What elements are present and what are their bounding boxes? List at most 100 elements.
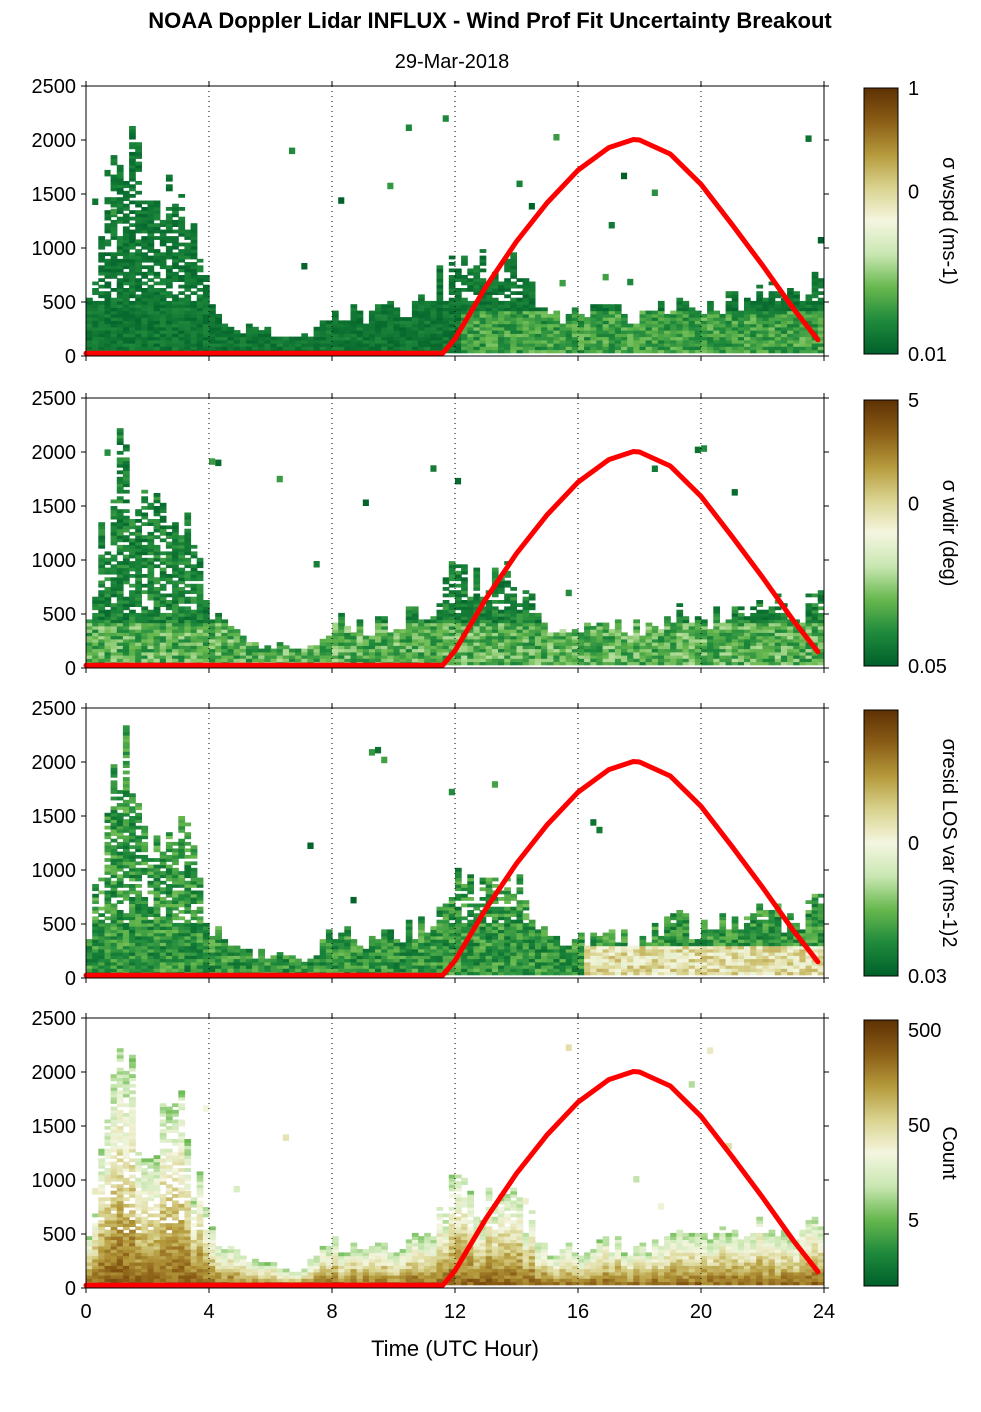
heatmap-cell — [190, 590, 198, 594]
heatmap-cell — [602, 632, 610, 637]
heatmap-cell — [381, 346, 388, 351]
heatmap-cell — [165, 593, 173, 598]
heatmap-cell — [104, 848, 112, 853]
heatmap-cell — [135, 343, 142, 347]
heatmap-cell — [676, 307, 684, 312]
heatmap-cell — [165, 275, 173, 279]
heatmap-cell — [356, 330, 364, 334]
heatmap-cell — [209, 635, 216, 640]
heatmap-cell — [104, 590, 112, 594]
heatmap-cell — [467, 326, 474, 331]
heatmap-cell — [135, 268, 142, 273]
heatmap-cell — [504, 635, 511, 640]
heatmap-cell — [608, 645, 616, 650]
heatmap-cell — [633, 622, 640, 627]
heatmap-cell — [270, 346, 278, 351]
heatmap-cell — [92, 336, 99, 341]
heatmap-cell — [86, 333, 93, 338]
heatmap-cell — [110, 651, 118, 656]
heatmap-cell — [485, 313, 493, 318]
heatmap-cell — [159, 932, 167, 937]
heatmap-cell — [473, 596, 481, 601]
heatmap-cell — [184, 255, 192, 260]
heatmap-cell — [147, 642, 155, 646]
heatmap-cell — [639, 330, 647, 334]
heatmap-cell — [184, 629, 192, 633]
heatmap-cell — [135, 939, 142, 943]
heatmap-cell — [553, 326, 561, 331]
heatmap-cell — [116, 922, 124, 927]
heatmap-cell — [190, 596, 198, 601]
heatmap-cell — [122, 897, 130, 901]
heatmap-cell — [221, 638, 229, 643]
heatmap-cell — [141, 223, 149, 227]
heatmap-cell — [780, 300, 788, 305]
heatmap-cell — [811, 323, 819, 328]
heatmap-cell — [541, 651, 548, 656]
heatmap-cell — [153, 229, 161, 234]
heatmap-cell — [633, 658, 640, 663]
heatmap-cell — [264, 346, 272, 351]
heatmap-cell — [725, 310, 733, 315]
heatmap-cell — [750, 622, 757, 627]
heatmap-cell — [209, 458, 216, 465]
heatmap-cell — [707, 658, 714, 663]
heatmap-cell — [122, 535, 130, 539]
heatmap-cell — [165, 648, 173, 653]
heatmap-cell — [258, 343, 265, 347]
heatmap-cell — [116, 926, 124, 930]
heatmap-cell — [436, 291, 444, 295]
heatmap-cell — [571, 346, 579, 351]
heatmap-cell — [713, 333, 720, 338]
heatmap-cell — [731, 330, 739, 334]
heatmap-cell — [110, 767, 118, 772]
heatmap-cell — [86, 958, 93, 963]
heatmap-cell — [110, 203, 118, 208]
heatmap-cell — [141, 300, 149, 305]
heatmap-cell — [399, 333, 407, 338]
heatmap-cell — [571, 651, 579, 656]
heatmap-cell — [104, 858, 112, 862]
heatmap-cell — [319, 648, 327, 653]
heatmap-cell — [172, 600, 179, 604]
heatmap-cell — [215, 346, 222, 351]
heatmap-cell — [621, 317, 628, 321]
heatmap-cell — [116, 304, 124, 308]
heatmap-cell — [424, 622, 431, 627]
heatmap-cell — [92, 616, 99, 620]
heatmap-cell — [338, 638, 345, 643]
heatmap-cell — [165, 229, 173, 234]
heatmap-cell — [670, 320, 677, 325]
heatmap-cell — [190, 281, 198, 286]
heatmap-cell — [645, 661, 653, 666]
heatmap-cell — [688, 326, 696, 331]
heatmap-cell — [578, 330, 585, 334]
heatmap-cell — [787, 307, 794, 312]
heatmap-cell — [491, 642, 499, 646]
heatmap-cell — [762, 658, 770, 663]
heatmap-cell — [129, 310, 136, 315]
heatmap-cell — [196, 645, 204, 650]
heatmap-cell — [147, 544, 155, 549]
heatmap-cell — [381, 326, 388, 331]
heatmap-cell — [153, 877, 161, 882]
heatmap-cell — [325, 651, 333, 656]
heatmap-cell — [602, 349, 610, 354]
heatmap-cell — [135, 320, 142, 325]
heatmap-cell — [110, 819, 118, 823]
heatmap-cell — [664, 648, 671, 653]
heatmap-cell — [110, 922, 118, 927]
heatmap-cell — [498, 281, 505, 286]
heatmap-cell — [122, 467, 130, 471]
heatmap-cell — [196, 313, 204, 318]
heatmap-cell — [135, 651, 142, 656]
heatmap-cell — [350, 343, 358, 347]
heatmap-cell — [817, 310, 824, 315]
heatmap-cell — [627, 336, 634, 341]
heatmap-cell — [744, 619, 751, 624]
heatmap-cell — [713, 349, 720, 354]
heatmap-cell — [701, 632, 708, 637]
heatmap-cell — [159, 858, 167, 862]
heatmap-cell — [756, 651, 764, 656]
